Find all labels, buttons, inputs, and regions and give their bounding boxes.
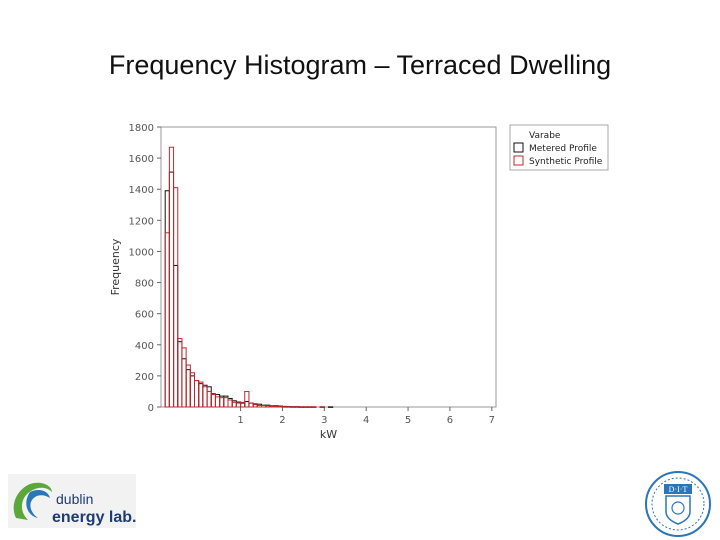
synthetic-bar: [277, 406, 283, 408]
metered-bar: [181, 358, 187, 408]
legend-title: Varabe: [529, 131, 561, 141]
crest-outer-ring: [645, 471, 711, 537]
y-tick-label: 1400: [129, 185, 154, 196]
metered-bar: [240, 402, 246, 408]
x-tick-label: 6: [447, 415, 453, 426]
dit-crest-logo: D·I·T: [645, 471, 711, 537]
y-tick-label: 1200: [129, 216, 154, 227]
axis-ticks: 0 200 400 600 800 1000 1200 1400 1600 1800 1 2 3 4 5 6 7: [129, 123, 495, 426]
x-tick-label: 4: [363, 415, 369, 426]
synthetic-bar: [252, 404, 258, 408]
synthetic-bar: [298, 406, 304, 408]
synthetic-bar: [177, 338, 183, 408]
y-tick-label: 600: [135, 310, 154, 321]
dublin-energy-lab-logo: dublin energy lab.: [8, 474, 136, 528]
synthetic-bar: [202, 386, 208, 408]
plot-frame-group: [160, 126, 497, 408]
axis-labels: kW Frequency: [109, 238, 337, 441]
metered-bar: [210, 393, 216, 408]
legend-swatch: [513, 155, 524, 166]
logo-text-dublin: dublin: [56, 491, 93, 507]
x-tick-label: 2: [279, 415, 285, 426]
synthetic-bar: [235, 402, 242, 408]
y-tick-label: 1600: [129, 154, 154, 165]
synthetic-bar: [194, 380, 200, 408]
y-axis-label: Frequency: [109, 238, 122, 295]
metered-bar: [164, 190, 170, 408]
metered-bar: [189, 375, 195, 408]
synthetic-bar: [311, 406, 317, 408]
synthetic-bar: [294, 406, 300, 408]
synthetic-bar: [181, 347, 187, 408]
synthetic-bar: [219, 397, 225, 408]
crest-banner: [664, 484, 692, 494]
x-tick-label: 3: [321, 415, 327, 426]
legend-entry: Metered Profile: [529, 144, 597, 154]
synthetic-bar: [185, 364, 191, 408]
metered-bar: [173, 264, 179, 408]
synthetic-bar: [273, 405, 279, 408]
synthetic-bar: [286, 406, 292, 408]
synthetic-bar: [248, 402, 254, 408]
synthetic-bar: [307, 406, 313, 408]
y-tick-label: 1000: [129, 247, 154, 258]
plot-frame: [160, 126, 497, 408]
metered-bar: [206, 386, 212, 408]
synthetic-bar: [290, 406, 296, 408]
x-tick-label: 5: [405, 415, 411, 426]
y-tick-label: 800: [135, 279, 154, 290]
crest-text: D·I·T: [669, 485, 688, 494]
synthetic-bar: [261, 404, 267, 408]
metered-bar: [244, 401, 250, 408]
x-tick-label: 7: [489, 415, 495, 426]
y-tick-label: 0: [148, 403, 154, 414]
crest-inner-ring: [651, 477, 705, 531]
logo-swoosh-blue: [26, 490, 50, 518]
synthetic-bar: [173, 187, 179, 408]
synthetic-bar: [265, 405, 271, 408]
y-tick-label: 400: [135, 341, 154, 352]
series-synthetic-profile: [164, 146, 325, 408]
legend-box: [509, 124, 609, 171]
synthetic-bar: [164, 232, 170, 408]
legend-entry: Synthetic Profile: [529, 157, 603, 167]
synthetic-bar: [269, 405, 275, 408]
synthetic-bar: [256, 404, 262, 408]
synthetic-bar: [244, 390, 250, 408]
synthetic-bar: [281, 406, 288, 408]
legend-swatch: [513, 142, 524, 153]
synthetic-bar: [223, 397, 229, 408]
x-axis-label: kW: [320, 428, 337, 441]
crest-emblem: [671, 501, 685, 515]
synthetic-bar: [231, 401, 237, 408]
metered-bar: [168, 171, 175, 408]
synthetic-bar: [227, 399, 233, 408]
y-tick-label: 200: [135, 372, 154, 383]
logo-text-energy-lab: energy lab.: [52, 509, 136, 526]
synthetic-bar: [168, 146, 175, 408]
slide-title: Frequency Histogram – Terraced Dwelling: [108, 50, 612, 80]
synthetic-bar: [198, 381, 204, 408]
metered-bar: [194, 380, 200, 408]
synthetic-bar: [206, 390, 212, 408]
synthetic-bar: [302, 406, 309, 408]
metered-bar: [202, 384, 208, 408]
legend: Varabe Metered Profile Synthetic Profile: [509, 124, 609, 171]
crest-shield: [665, 495, 691, 525]
logo-swoosh-green: [13, 482, 52, 520]
metered-bar: [198, 383, 204, 408]
synthetic-bar: [319, 406, 325, 408]
synthetic-bar: [214, 396, 221, 408]
x-tick-label: 1: [237, 415, 243, 426]
synthetic-bar: [210, 394, 216, 408]
metered-bar: [177, 341, 183, 408]
metered-bar: [185, 369, 191, 408]
y-tick-label: 1800: [129, 123, 154, 134]
metered-bar: [328, 406, 334, 408]
metered-bar: [231, 400, 237, 408]
synthetic-bar: [189, 372, 195, 408]
metered-bar: [248, 402, 254, 408]
